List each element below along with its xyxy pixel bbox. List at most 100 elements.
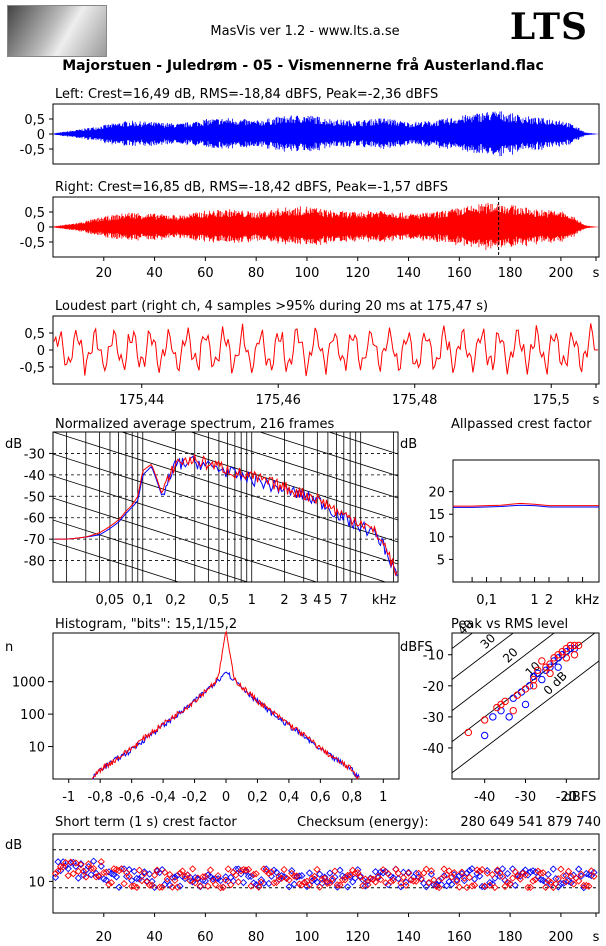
- short-crest-point-right: [564, 867, 573, 875]
- short-crest-point-right: [178, 867, 187, 875]
- short-crest-point-left: [72, 862, 80, 871]
- short-crest-point-right: [135, 866, 143, 874]
- short-crest-point-left: [399, 868, 408, 876]
- short-crest-point-right: [336, 881, 344, 889]
- histogram-frame: [52, 632, 400, 780]
- right-title: Right: Crest=16,85 dB, RMS=-18,42 dBFS, …: [55, 180, 448, 195]
- spectrum-ytick-label: -30: [24, 447, 45, 462]
- histogram-ylabel: n: [5, 640, 13, 655]
- short-crest-xtick-label: 20: [96, 930, 113, 945]
- peak-rms-point-right: [574, 641, 583, 650]
- short-crest-point-right: [491, 883, 499, 892]
- short-crest-point-right: [526, 883, 535, 892]
- short-crest-point-left: [288, 867, 296, 875]
- short-crest-point-right: [196, 882, 204, 890]
- short-crest-point-left: [89, 857, 98, 865]
- peak-rms-diag-label: 20: [500, 645, 521, 666]
- short-crest-point-left: [316, 870, 324, 878]
- spectrum-slope-line: [189, 432, 398, 499]
- spectrum-ytick-label: -70: [24, 533, 45, 548]
- short-crest-point-right: [92, 873, 100, 881]
- peak-rms-point-right: [497, 700, 505, 709]
- histogram-series-right: [91, 629, 360, 780]
- peak-rms-point-right: [546, 660, 554, 668]
- short-crest-point-left: [173, 871, 182, 879]
- checksum-value: 280 649 541 879 740: [460, 815, 601, 830]
- spectrum-series-right: [55, 454, 398, 577]
- histogram-xtick-label: -0,6: [119, 790, 144, 805]
- short-crest-point-right: [409, 877, 418, 885]
- short-crest-point-right: [321, 874, 329, 883]
- spectrum-xtick-label: 7: [340, 593, 348, 608]
- short-crest-point-right: [488, 870, 496, 879]
- short-crest-point-left: [260, 879, 268, 887]
- short-crest-point-right: [562, 878, 570, 886]
- spectrum-ytick-label: -40: [24, 469, 45, 484]
- loudest-xtick-label: 175,46: [255, 393, 301, 408]
- short-crest-point-right: [326, 879, 334, 887]
- short-crest-point-right: [150, 871, 159, 879]
- short-crest-point-right: [394, 869, 403, 877]
- short-crest-point-left: [285, 883, 293, 891]
- peak-rms-point-right: [570, 641, 579, 650]
- short-crest-point-right: [199, 873, 207, 881]
- left-waveform: [53, 111, 599, 157]
- short-crest-point-right: [511, 868, 519, 876]
- short-crest-point-left: [272, 868, 281, 876]
- right-xtick-label: 80: [248, 266, 265, 281]
- short-crest-point-right: [448, 873, 456, 881]
- short-crest-point-right: [478, 865, 486, 874]
- file-title: Majorstuen - Juledrøm - 05 - Vismennerne…: [62, 58, 544, 74]
- short-crest-point-left: [559, 879, 568, 887]
- peak-rms-point-right: [570, 651, 579, 659]
- peak-rms-point-right: [509, 706, 517, 715]
- short-crest-point-right: [97, 858, 105, 866]
- spectrum-slope-line: [53, 475, 387, 582]
- short-crest-point-left: [74, 874, 83, 882]
- peak-rms-point-right: [534, 666, 542, 674]
- histogram-ytick-label: 1000: [12, 676, 45, 691]
- short-crest-point-right: [384, 870, 392, 878]
- short-crest-point-left: [361, 882, 369, 890]
- short-crest-point-right: [216, 884, 225, 892]
- spectrum-slope-line: [53, 453, 398, 565]
- short-crest-point-left: [237, 870, 245, 878]
- short-crest-point-left: [496, 872, 504, 881]
- short-crest-point-right: [483, 869, 491, 877]
- short-crest-point-right: [232, 871, 240, 879]
- peak-rms-point-left: [538, 675, 546, 684]
- short-crest-point-right: [204, 882, 212, 890]
- short-crest-point-left: [313, 878, 321, 886]
- logo-photo: [7, 5, 107, 57]
- short-crest-point-left: [308, 877, 316, 885]
- short-crest-point-left: [298, 872, 306, 880]
- short-crest-point-right: [435, 883, 443, 892]
- short-crest-point-left: [222, 873, 230, 881]
- short-crest-point-right: [211, 880, 220, 889]
- short-crest-point-right: [138, 877, 146, 885]
- short-crest-point-right: [539, 869, 547, 877]
- short-crest-point-left: [478, 882, 486, 891]
- histogram-xtick-label: -0,2: [182, 790, 207, 805]
- short-crest-point-right: [501, 882, 509, 891]
- short-crest-point-right: [59, 863, 67, 871]
- short-crest-point-right: [364, 881, 372, 889]
- peak-rms-point-left: [505, 713, 513, 721]
- short-crest-point-left: [102, 876, 110, 884]
- short-crest-point-right: [356, 873, 364, 881]
- short-crest-point-right: [54, 867, 62, 875]
- spectrum-slope-line: [53, 541, 180, 582]
- short-crest-xtick-label: 200: [548, 930, 573, 945]
- left-title: Left: Crest=16,49 dB, RMS=-18,84 dBFS, P…: [55, 87, 438, 102]
- spectrum-ytick-label: -80: [24, 555, 45, 570]
- short-crest-point-left: [468, 865, 476, 873]
- short-crest-point-right: [470, 881, 479, 889]
- short-crest-point-right: [277, 874, 286, 882]
- spectrum-xtick-label: 0,2: [165, 593, 186, 608]
- short-crest-point-right: [328, 875, 336, 883]
- short-crest-point-right: [531, 875, 540, 884]
- spectrum-slope-line: [120, 432, 398, 521]
- short-crest-point-right: [442, 871, 451, 879]
- short-crest-point-left: [343, 883, 352, 891]
